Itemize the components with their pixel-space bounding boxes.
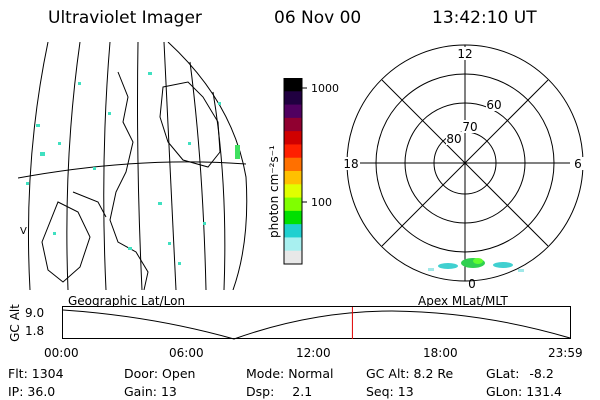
coastline [159,81,221,168]
date-label: 06 Nov 00 [274,8,362,28]
colorbar-swatch [284,91,302,106]
colorbar-tick-1000: 1000 [311,82,339,95]
gain-value: 13 [160,384,177,399]
glat-value: -8.2 [529,366,554,381]
auroral-emission [428,258,524,272]
lat-label-80: 80 [446,132,461,146]
glat-field: GLat: -8.2 [486,366,554,381]
meridian-line [28,42,49,290]
glon-field: GLon: 131.4 [486,384,562,399]
ip-field: IP: 36.0 [8,384,55,399]
colorbar-swatch [284,144,302,159]
flt-label: Flt: [8,366,28,381]
meridian-line [163,42,177,290]
gain-label: Gain: [124,384,157,399]
x-tick-0600: 06:00 [169,346,204,360]
gcalt-label: GC Alt: [366,366,410,381]
dsp-field: Dsp: 2.1 [246,384,312,399]
colorbar-swatch [284,117,302,132]
coastline [72,191,107,218]
seq-value: 13 [397,384,414,399]
mlt-label-18: 18 [343,157,358,171]
mode-value: Normal [288,366,334,381]
mode-label: Mode: [246,366,285,381]
altitude-plot [62,306,571,340]
lat-label-60: 60 [486,98,501,112]
mlt-label-12: 12 [457,47,472,61]
gcalt-value: 8.2 Re [413,366,454,381]
flt-value: 1304 [31,366,64,381]
meridian-line [212,91,226,290]
glon-label: GLon: [486,384,523,399]
instrument-title: Ultraviolet Imager [48,8,202,28]
dsp-label: Dsp: [246,384,275,399]
coastline [109,71,149,290]
colorbar-swatch [284,237,302,252]
time-label: 13:42:10 UT [432,8,537,28]
gc-alt-axis-label: GC Alt [7,304,22,342]
door-value: Open [162,366,196,381]
colorbar-swatch [284,78,302,92]
y-tick-9: 9.0 [25,306,45,320]
coastline [41,201,91,283]
emission-patch [235,145,240,159]
lat-label-70: 70 [462,120,477,134]
geo-caption: Geographic Lat/Lon [68,294,186,308]
meridian-line [189,61,207,290]
altitude-curve [62,309,571,340]
colorbar-tick-100: 100 [311,196,332,209]
mlt-label-0: 0 [468,277,476,291]
door-field: Door: Open [124,366,195,381]
colorbar-swatch [284,210,302,225]
colorbar-swatch [284,171,302,185]
colorbar-swatch [284,250,302,265]
geographic-map: V [18,42,248,290]
flt-field: Flt: 1304 [8,366,64,381]
colorbar-unit-label: photon cm⁻²s⁻¹ [267,145,281,238]
apex-caption: Apex MLat/MLT [418,294,508,308]
dsp-value: 2.1 [292,384,313,399]
meridian-line [137,42,143,290]
gain-field: Gain: 13 [124,384,177,399]
seq-field: Seq: 13 [366,384,414,399]
y-tick-1-8: 1.8 [25,324,45,338]
colorbar-swatch [284,224,302,238]
colorbar-swatch [284,131,302,145]
door-label: Door: [124,366,159,381]
ip-value: 36.0 [27,384,56,399]
equator-line [18,161,247,179]
mode-field: Mode: Normal [246,366,334,381]
colorbar-swatch [284,104,302,119]
map-edge-label: V [20,226,27,237]
polar-plot: 12 18 6 0 60 70 80 [342,44,584,291]
colorbar-swatch [284,197,302,212]
seq-label: Seq: [366,384,394,399]
x-tick-1200: 12:00 [296,346,331,360]
x-tick-1800: 18:00 [423,346,458,360]
colorbar-swatch [284,157,302,172]
globe-limb [167,42,248,290]
glat-label: GLat: [486,366,520,381]
glon-value: 131.4 [526,384,562,399]
meridian-line [66,42,81,290]
colorbar-swatch [284,184,302,199]
gcalt-field: GC Alt: 8.2 Re [366,366,453,381]
ip-label: IP: [8,384,24,399]
meridian-line [103,42,111,290]
x-tick-0000: 00:00 [44,346,79,360]
x-tick-2359: 23:59 [548,346,583,360]
colorbar: 1000 100 photon cm⁻²s⁻¹ [267,78,339,265]
mlt-label-6: 6 [574,157,582,171]
